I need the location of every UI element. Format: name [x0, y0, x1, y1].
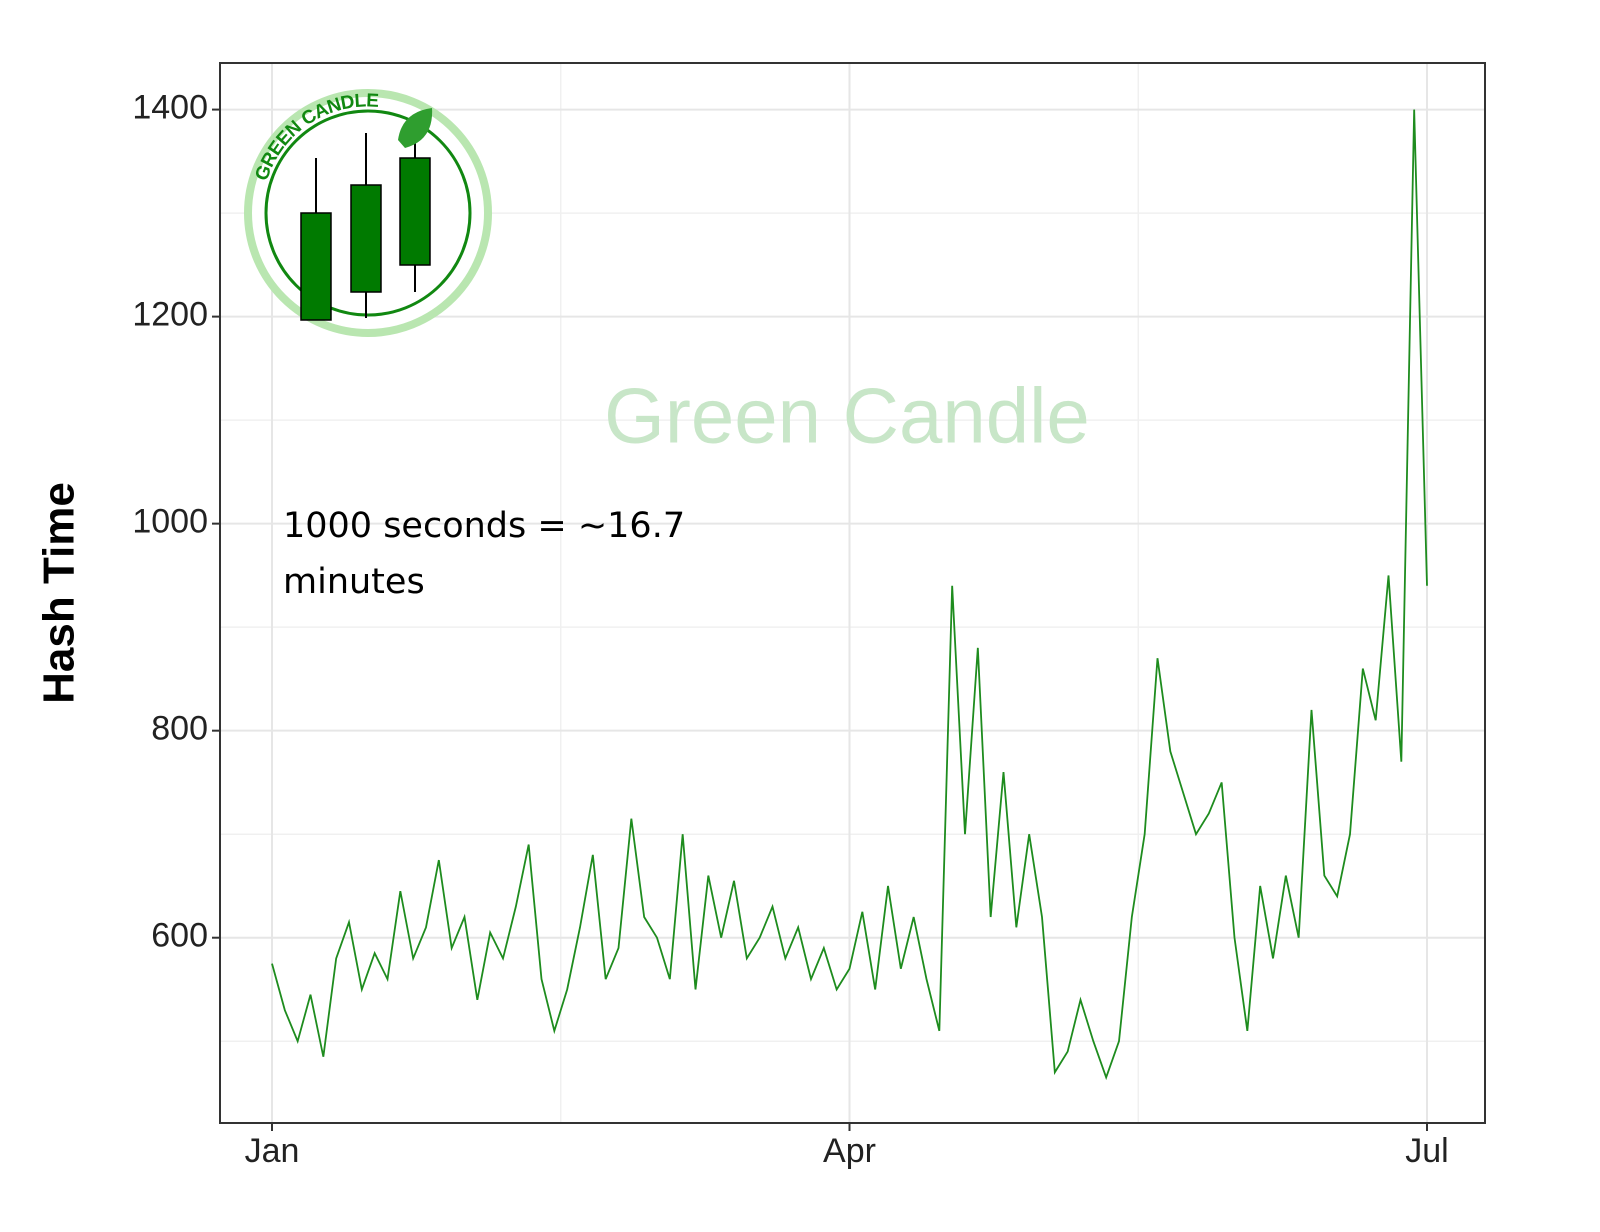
marks: [271, 109, 1428, 1081]
y-tick-label: 1400: [132, 89, 208, 127]
watermark: Green Candle: [604, 372, 1090, 460]
x-tick-label: Jul: [1405, 1132, 1448, 1170]
x-tick-label: Jan: [245, 1132, 300, 1170]
plot-frame: [219, 62, 1486, 1124]
y-tick-label: 800: [151, 710, 208, 748]
y-tick-label: 1200: [132, 296, 208, 334]
x-tick-label: Apr: [823, 1132, 876, 1170]
logo: GREEN CANDLE: [244, 89, 492, 337]
y-tick-label: 600: [151, 917, 208, 955]
y-axis-label: Hash Time: [35, 482, 84, 704]
annotation: 1000 seconds = ~16.7 minutes: [283, 506, 686, 602]
line: [271, 109, 1428, 1081]
y-tick-label: 1000: [132, 503, 208, 541]
